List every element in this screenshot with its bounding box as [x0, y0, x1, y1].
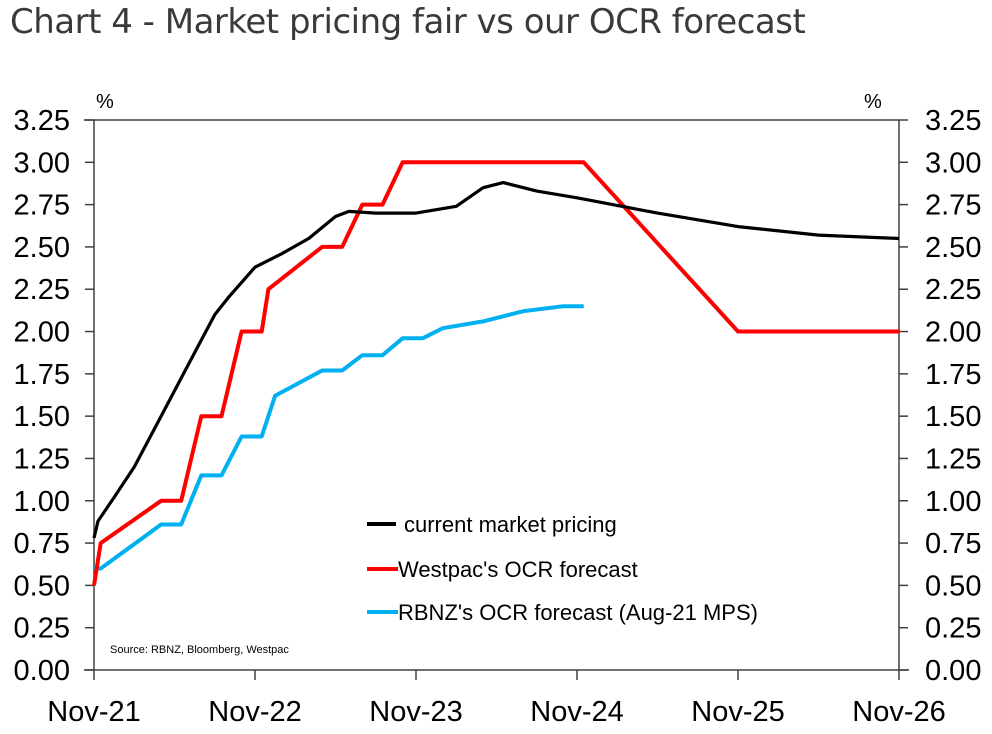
legend-label: Westpac's OCR forecast: [398, 557, 638, 582]
y-tick-label-left: 2.25: [14, 274, 70, 306]
y-tick-label-right: 0.50: [925, 570, 981, 602]
y-tick-label-left: 0.50: [14, 570, 70, 602]
y-tick-label-right: 2.00: [925, 317, 981, 349]
y-tick-label-left: 1.50: [14, 401, 70, 433]
y-tick-label-left: 1.00: [14, 486, 70, 518]
series-group: [92, 160, 900, 586]
y-tick-label-left: 0.00: [14, 655, 70, 687]
y-tick-label-left: 0.25: [14, 613, 70, 645]
y-tick-label-right: 3.25: [925, 105, 981, 137]
legend-label: current market pricing: [404, 512, 617, 537]
x-tick-label: Nov-25: [691, 696, 785, 728]
y-tick-label-left: 2.00: [14, 317, 70, 349]
x-tick-label: Nov-26: [852, 696, 946, 728]
axes: 0.00 0.00 0.25 0.25 0.50 0.50 0.75 0.75 1.00 1.00…: [14, 105, 982, 728]
x-tick-label: Nov-22: [208, 696, 302, 728]
y-tick-label-right: 0.00: [925, 655, 981, 687]
y-tick-label-left: 3.25: [14, 105, 70, 137]
left-axis-unit: %: [96, 91, 114, 113]
y-tick-label-left: 1.75: [14, 359, 70, 391]
y-tick-label-right: 1.25: [925, 443, 981, 475]
series-line-market-pricing: [92, 181, 900, 539]
source-note: Source: RBNZ, Bloomberg, Westpac: [110, 644, 289, 656]
y-tick-label-right: 2.50: [925, 232, 981, 264]
y-tick-label-left: 3.00: [14, 147, 70, 179]
y-tick-label-right: 2.75: [925, 190, 981, 222]
legend: current market pricing Westpac's OCR fore…: [367, 512, 758, 625]
y-tick-label-left: 2.75: [14, 190, 70, 222]
x-tick-label: Nov-21: [47, 696, 141, 728]
y-tick-label-right: 1.75: [925, 359, 981, 391]
y-tick-label-right: 0.25: [925, 613, 981, 645]
x-tick-label: Nov-24: [530, 696, 624, 728]
x-tick-label: Nov-23: [369, 696, 463, 728]
y-tick-label-right: 0.75: [925, 528, 981, 560]
y-tick-label-left: 0.75: [14, 528, 70, 560]
y-tick-label-left: 1.25: [14, 443, 70, 475]
y-tick-label-right: 1.00: [925, 486, 981, 518]
right-axis-unit: %: [864, 91, 882, 113]
chart-title: Chart 4 - Market pricing fair vs our OCR…: [10, 2, 806, 42]
y-tick-label-right: 2.25: [925, 274, 981, 306]
legend-label: RBNZ's OCR forecast (Aug-21 MPS): [398, 600, 758, 625]
series-line-rbnz-forecast: [94, 304, 584, 571]
series-line-westpac-forecast: [92, 160, 899, 586]
y-tick-label-left: 2.50: [14, 232, 70, 264]
y-tick-label-right: 1.50: [925, 401, 981, 433]
y-tick-label-right: 3.00: [925, 147, 981, 179]
